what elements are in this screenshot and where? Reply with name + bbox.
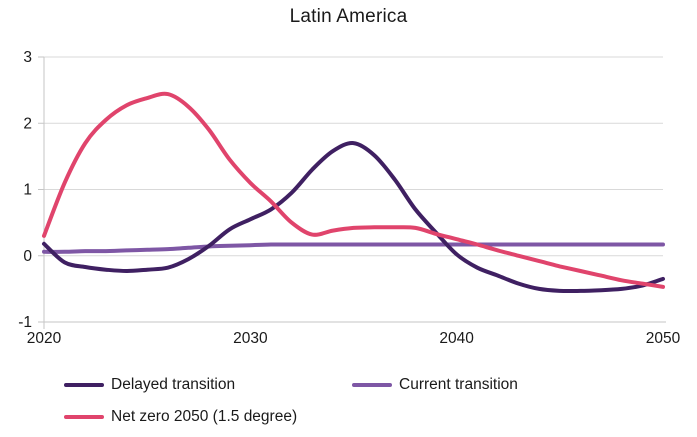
- legend-item-net-zero-2050: Net zero 2050 (1.5 degree): [64, 407, 297, 427]
- net-zero-2050-line-swatch: [64, 415, 104, 419]
- legend-label: Delayed transition: [111, 376, 236, 393]
- x-tick-label: 2040: [439, 330, 474, 347]
- legend-label: Current transition: [399, 376, 518, 393]
- series-path-delayed-transition: [42, 141, 665, 294]
- y-tick-label: 0: [23, 248, 32, 265]
- series-path-net-zero-2050-1-5-degree: [42, 91, 665, 289]
- delayed-transition-line-swatch: [64, 383, 104, 387]
- x-tick-label: 2030: [233, 330, 268, 347]
- chart-title: Latin America: [289, 6, 408, 27]
- series-path-current-transition: [42, 242, 665, 254]
- x-tick-label: 2050: [646, 330, 681, 347]
- y-tick-label: 3: [23, 49, 32, 66]
- y-tick-label: -1: [18, 314, 32, 331]
- x-tick-label: 2020: [27, 330, 62, 347]
- legend-item-delayed-transition: Delayed transition: [64, 375, 235, 395]
- current-transition-line-swatch: [352, 383, 392, 387]
- legend-label: Net zero 2050 (1.5 degree): [111, 408, 298, 425]
- y-tick-label: 2: [23, 115, 32, 132]
- y-tick-label: 1: [23, 182, 32, 199]
- legend-item-current-transition: Current transition: [352, 375, 518, 395]
